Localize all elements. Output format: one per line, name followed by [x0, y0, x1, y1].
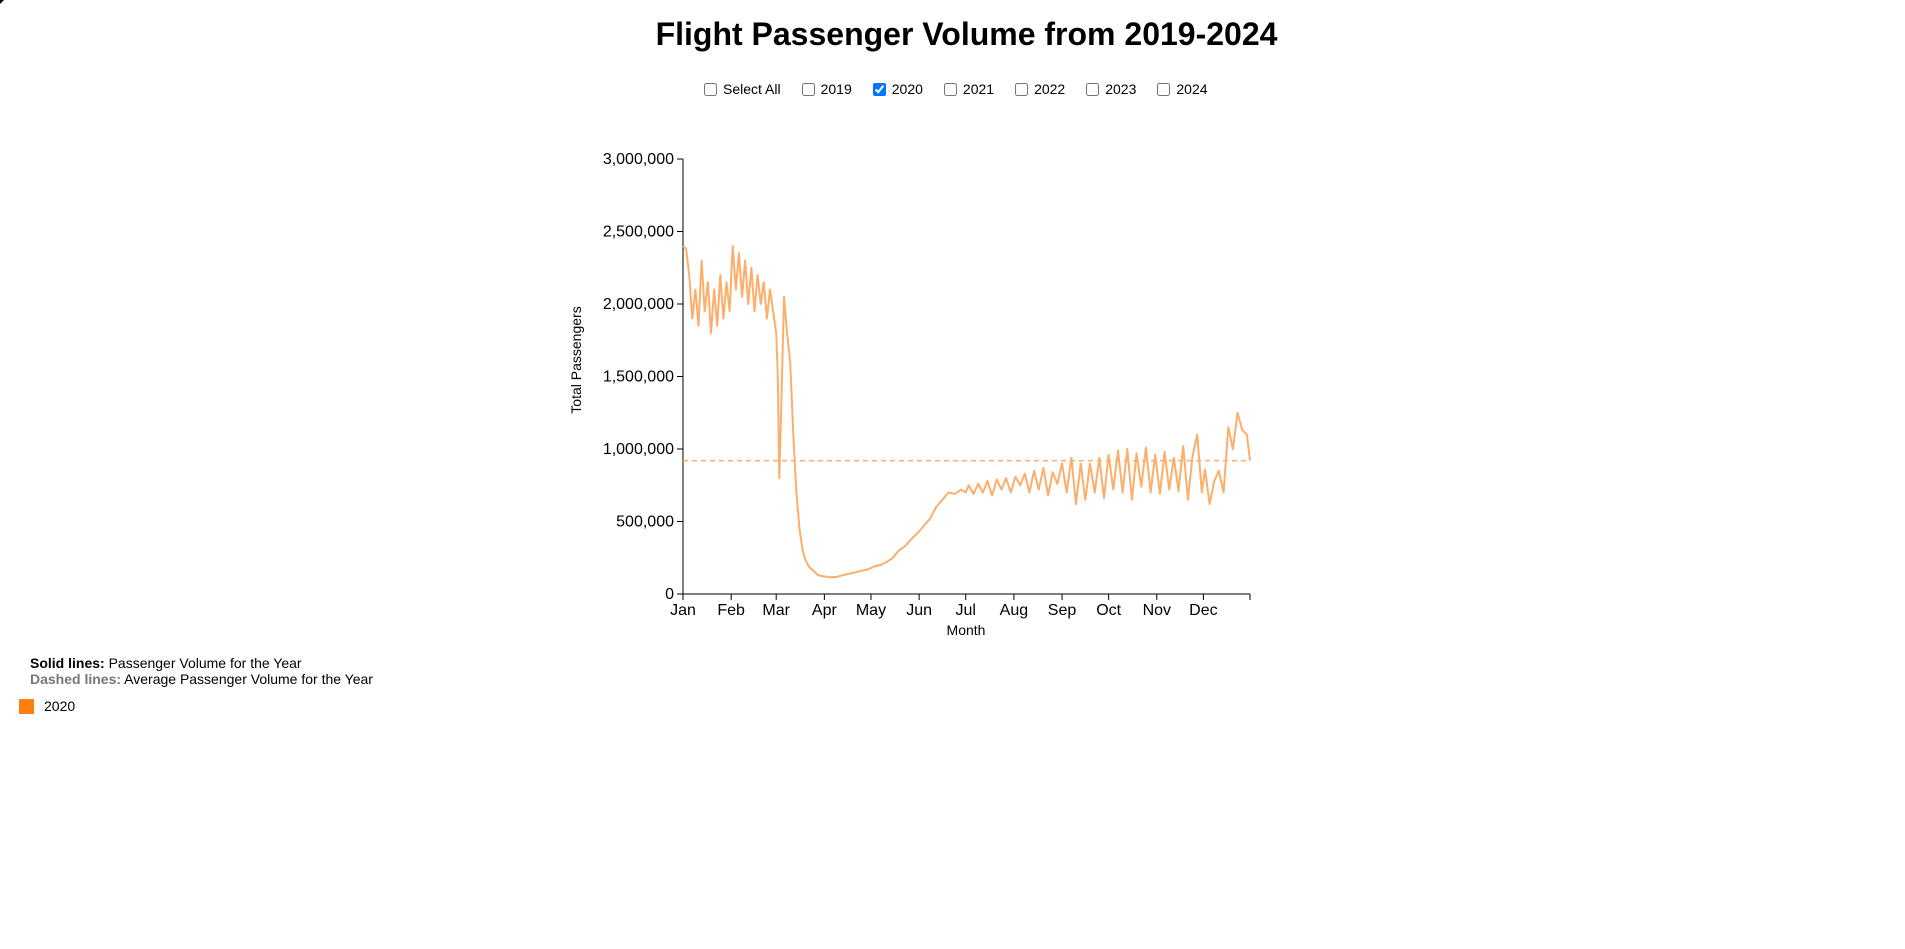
solid-lines-label: Solid lines: [30, 655, 105, 671]
year-2019-checkbox[interactable] [801, 82, 815, 96]
y-tick-label: 0 [665, 586, 674, 603]
filter-label: 2019 [820, 81, 852, 97]
y-tick-label: 1,500,000 [603, 369, 674, 386]
window-corner-marker [0, 0, 4, 4]
filter-2023[interactable]: 2023 [1086, 81, 1136, 97]
y-axis-label: Total Passengers [568, 306, 584, 413]
filter-select-all[interactable]: Select All [704, 81, 781, 97]
x-tick-label: Mar [762, 602, 790, 619]
x-tick-label: Jan [670, 602, 696, 619]
x-tick-label: Aug [1000, 602, 1028, 619]
line-style-notes: Solid lines: Passenger Volume for the Ye… [30, 655, 373, 687]
x-tick-label: May [856, 602, 886, 619]
solid-lines-note: Solid lines: Passenger Volume for the Ye… [30, 655, 373, 671]
x-tick-label: Oct [1096, 602, 1121, 619]
y-tick-label: 3,000,000 [603, 151, 674, 168]
x-tick-label: Sep [1048, 602, 1077, 619]
filter-2021[interactable]: 2021 [943, 81, 995, 97]
year-2023-checkbox[interactable] [1086, 82, 1100, 96]
y-tick-label: 2,000,000 [603, 296, 674, 313]
chart-legend: 2020 [19, 698, 75, 714]
x-tick-label: Dec [1189, 602, 1217, 619]
filter-2020[interactable]: 2020 [872, 81, 923, 97]
y-tick-label: 2,500,000 [603, 224, 674, 241]
x-tick-label: Apr [812, 602, 838, 619]
x-tick-label: Feb [717, 602, 745, 619]
x-axis-label: Month [947, 622, 986, 638]
dashed-lines-note: Dashed lines: Average Passenger Volume f… [30, 671, 373, 687]
solid-lines-text: Passenger Volume for the Year [108, 655, 302, 671]
y-tick-label: 500,000 [616, 514, 674, 531]
y-tick-label: 1,000,000 [603, 441, 674, 458]
filter-label: Select All [723, 81, 781, 97]
legend-label-2020: 2020 [44, 698, 76, 714]
x-tick-label: Jul [955, 602, 975, 619]
select-all-checkbox[interactable] [704, 82, 717, 96]
dashed-lines-text: Average Passenger Volume for the Year [124, 671, 373, 687]
year-filter-bar: Select All 2019 2020 2021 2022 2023 2024 [704, 81, 1229, 97]
year-2021-checkbox[interactable] [943, 82, 957, 96]
year-2024-checkbox[interactable] [1157, 82, 1171, 96]
year-2020-checkbox[interactable] [872, 82, 886, 96]
x-tick-label: Nov [1143, 602, 1171, 619]
filter-label: 2024 [1176, 81, 1208, 97]
filter-2022[interactable]: 2022 [1015, 81, 1065, 97]
series-line-2020 [682, 245, 1251, 579]
dashed-lines-label: Dashed lines: [30, 671, 122, 687]
filter-label: 2022 [1034, 81, 1066, 97]
filter-label: 2023 [1105, 81, 1137, 97]
page-title: Flight Passenger Volume from 2019-2024 [655, 16, 1278, 52]
x-tick-label: Jun [906, 602, 932, 619]
legend-swatch-2020 [19, 698, 34, 714]
filter-2024[interactable]: 2024 [1157, 81, 1208, 97]
filter-label: 2020 [891, 81, 923, 97]
filter-2019[interactable]: 2019 [801, 81, 852, 97]
filter-label: 2021 [962, 81, 995, 97]
year-2022-checkbox[interactable] [1015, 82, 1029, 96]
